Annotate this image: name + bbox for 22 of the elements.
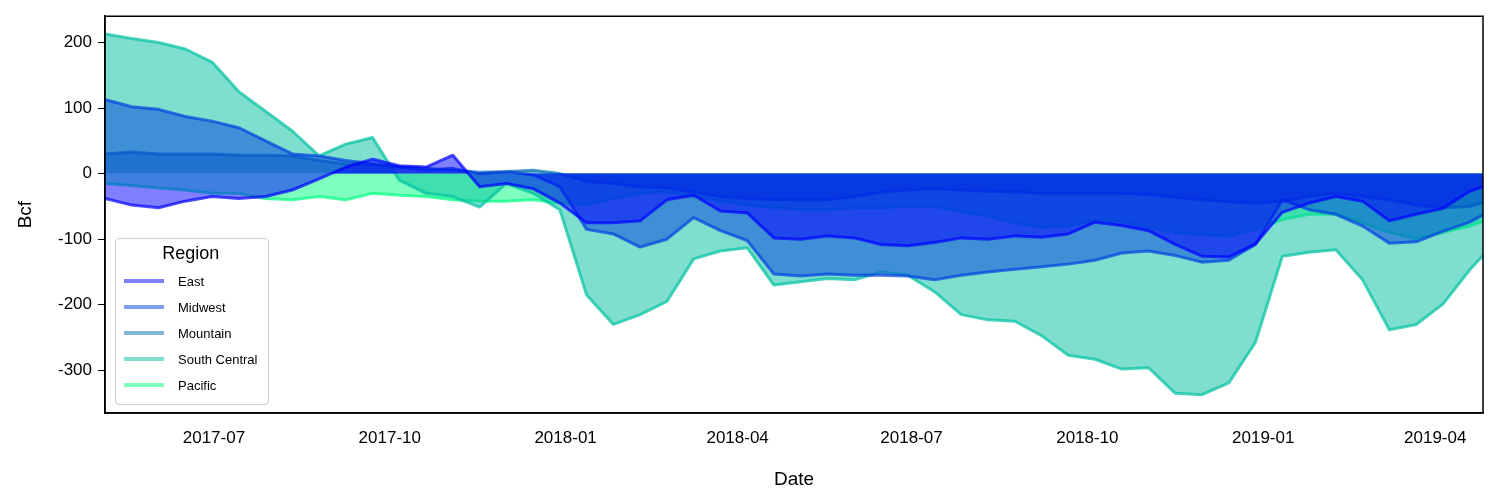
- legend-label: East: [178, 273, 205, 289]
- legend-label: Mountain: [178, 325, 232, 341]
- x-tick-label: 2018-07: [880, 427, 943, 447]
- y-tick-label: 200: [63, 32, 92, 52]
- y-tick-label: -300: [57, 360, 92, 380]
- x-tick-label: 2017-07: [182, 427, 246, 447]
- x-tick-label: 2017-10: [358, 427, 421, 447]
- legend-label: South Central: [178, 351, 258, 367]
- x-axis-title: Date: [773, 467, 815, 489]
- x-tick-label: 2019-01: [1232, 427, 1295, 447]
- x-tick-label: 2018-04: [706, 427, 769, 447]
- legend-title: Region: [161, 243, 221, 264]
- legend-label: Midwest: [178, 299, 226, 315]
- y-axis-title: Bcf: [13, 200, 35, 229]
- y-tick-label: -100: [57, 228, 92, 248]
- x-tick-label: 2018-10: [1056, 427, 1119, 447]
- y-tick-label: -200: [57, 294, 92, 314]
- legend-label: Pacific: [178, 377, 217, 393]
- x-tick-label: 2019-04: [1404, 427, 1467, 447]
- y-tick-label: 0: [82, 163, 92, 183]
- x-tick-label: 2018-01: [534, 427, 597, 447]
- y-tick-label: 100: [63, 97, 92, 117]
